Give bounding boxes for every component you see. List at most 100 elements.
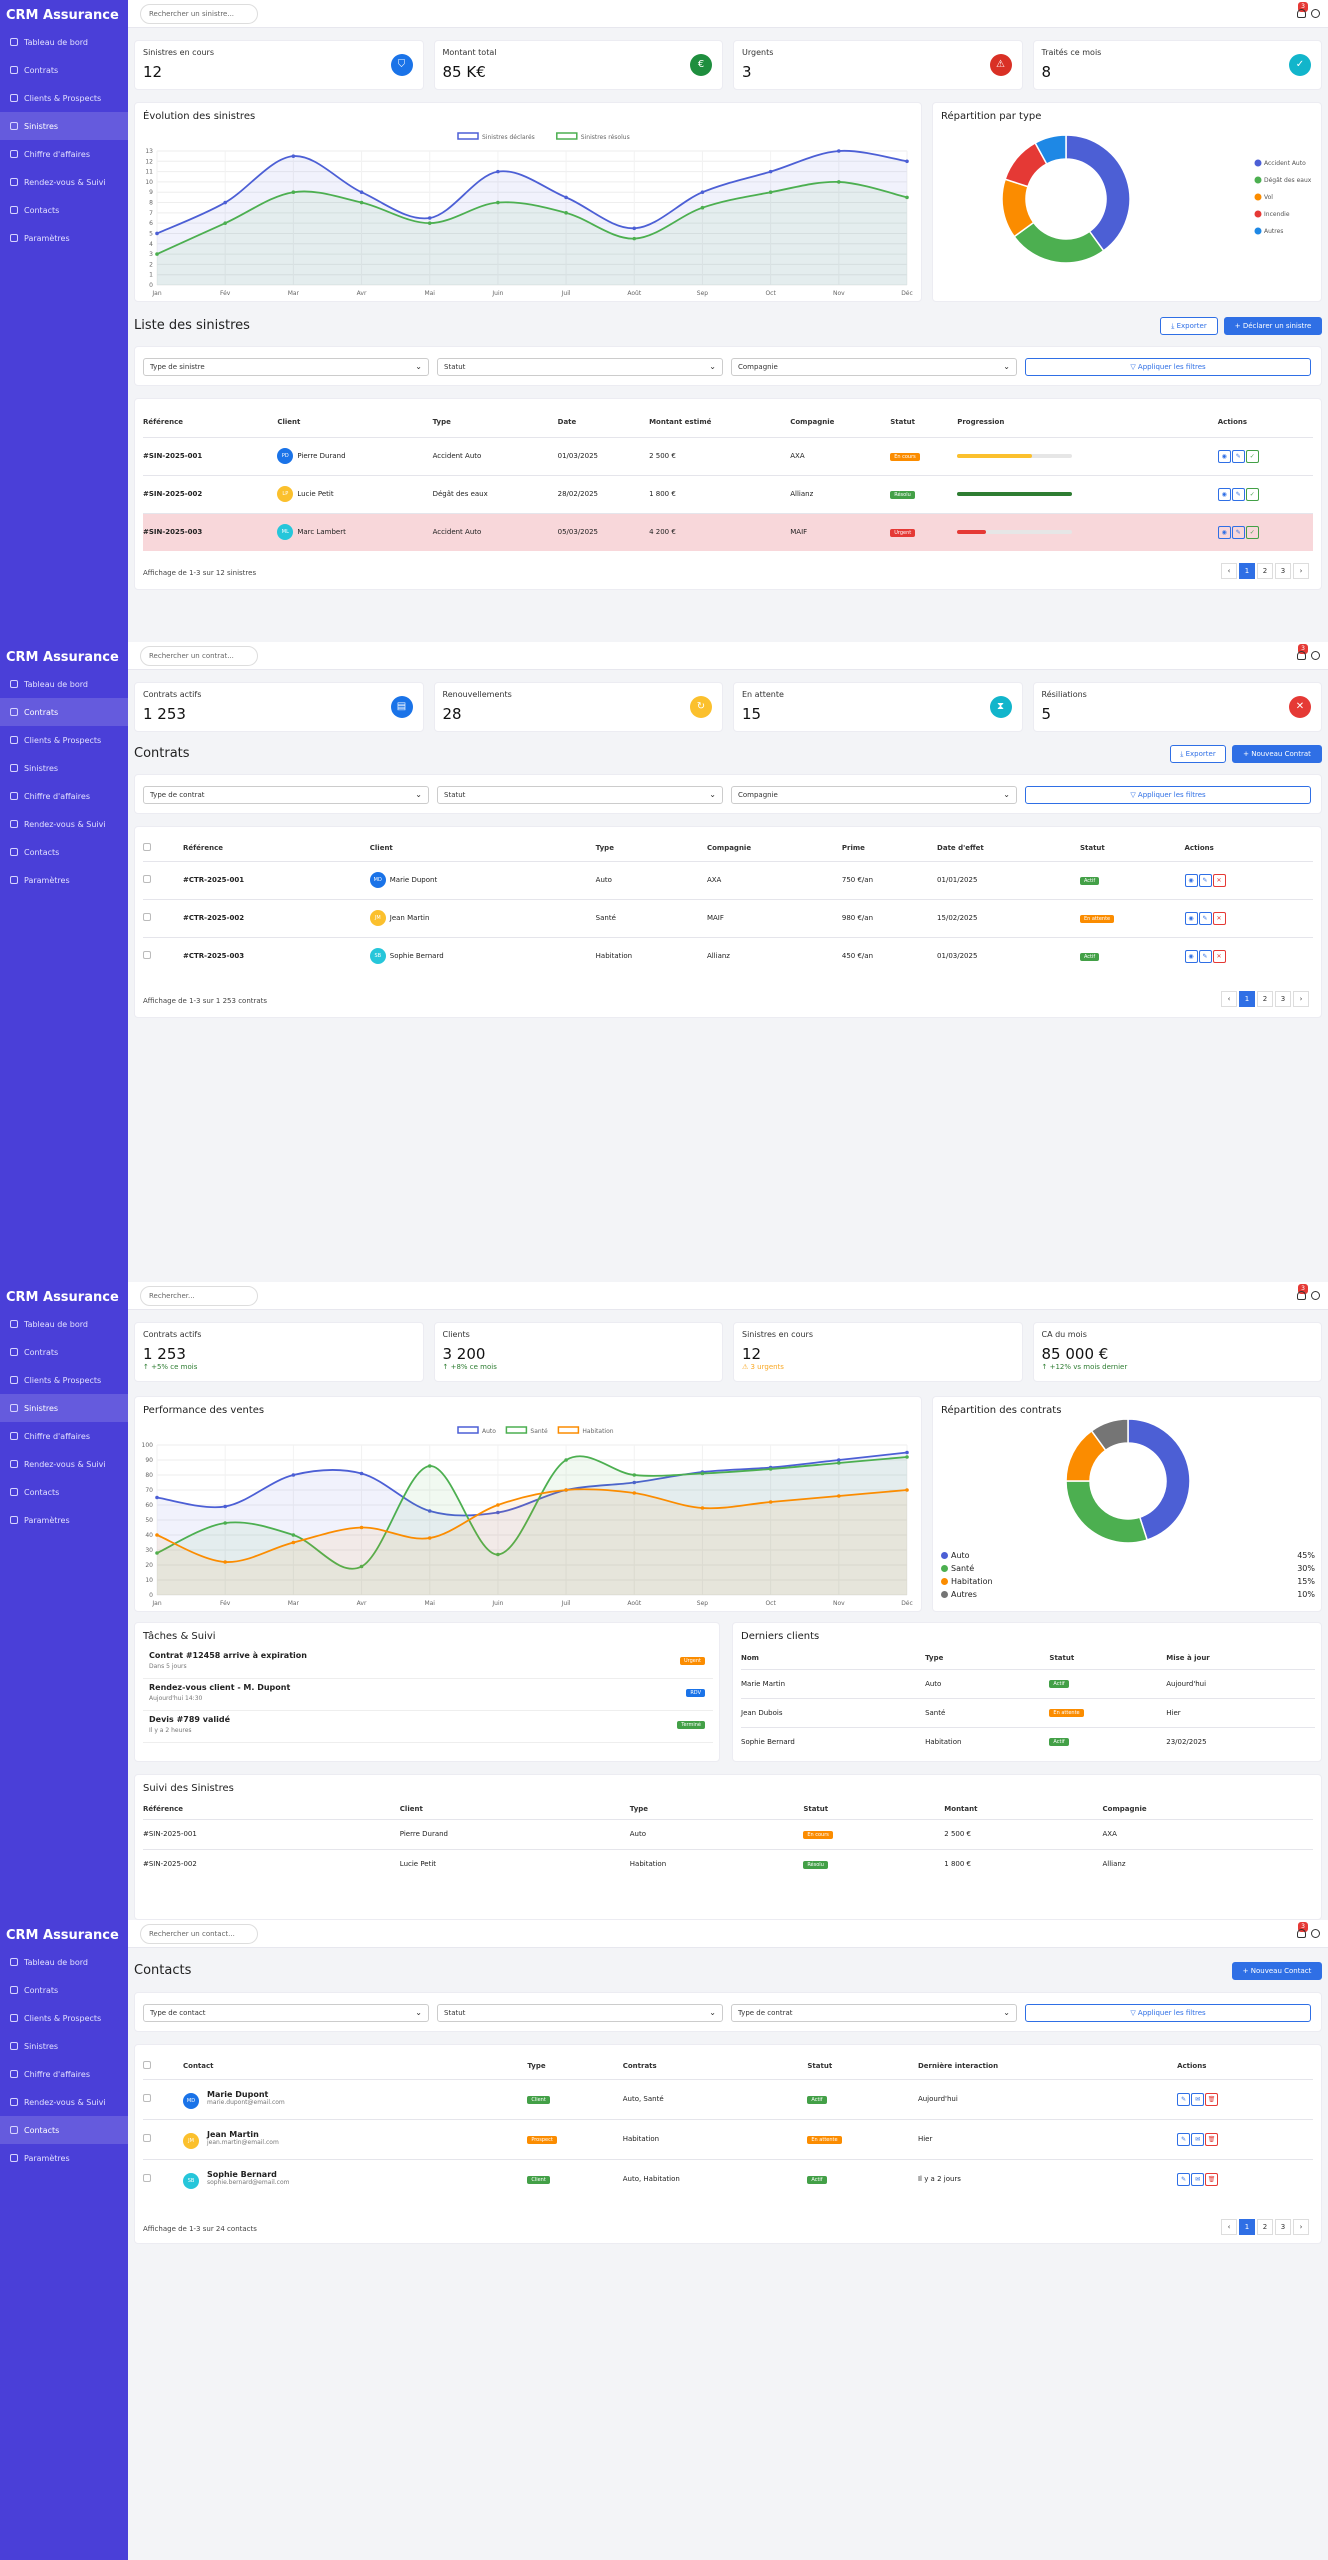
search-input[interactable]: Rechercher un contrat... (140, 646, 258, 666)
page-button[interactable]: 3 (1275, 2219, 1291, 2235)
delete-icon[interactable]: ✕ (1212, 949, 1226, 963)
search-input[interactable]: Rechercher un contact... (140, 1924, 258, 1944)
sidebar-item-clients-prospects[interactable]: Clients & Prospects (0, 726, 128, 754)
bell-icon[interactable] (1297, 651, 1306, 660)
bell-icon[interactable] (1297, 9, 1306, 18)
row-checkbox[interactable] (143, 2094, 151, 2102)
row-checkbox[interactable] (143, 2174, 151, 2183)
row-checkbox[interactable] (143, 951, 151, 960)
search-input[interactable]: Rechercher... (140, 1286, 258, 1306)
sidebar-item-sinistres[interactable]: Sinistres (0, 2032, 128, 2060)
filter-compagnie[interactable]: Compagnie ⌄ (731, 786, 1017, 804)
filter-type-de-contrat[interactable]: Type de contrat ⌄ (143, 786, 429, 804)
bell-icon[interactable] (1297, 1929, 1306, 1938)
sidebar-item-sinistres[interactable]: Sinistres (0, 1394, 128, 1422)
table-row[interactable]: #SIN-2025-001 Pierre Durand Auto En cours 2 … (143, 1819, 1313, 1849)
delete-icon[interactable]: 🗑 (1205, 2132, 1219, 2146)
page-button[interactable]: 1 (1239, 991, 1255, 1007)
row-checkbox[interactable] (143, 2134, 151, 2142)
delete-icon[interactable]: ✕ (1212, 873, 1226, 887)
sidebar-item-rendez-vous-suivi[interactable]: Rendez-vous & Suivi (0, 810, 128, 838)
apply-filters-button[interactable]: ▽ Appliquer les filtres (1025, 786, 1311, 804)
view-icon[interactable]: ◉ (1184, 911, 1198, 925)
edit-icon[interactable]: ✎ (1231, 449, 1245, 463)
filter-statut[interactable]: Statut ⌄ (437, 786, 723, 804)
apply-filters-button[interactable]: ▽ Appliquer les filtres (1025, 358, 1311, 376)
view-icon[interactable]: ◉ (1184, 873, 1198, 887)
mail-icon[interactable]: ✉ (1191, 2172, 1205, 2186)
table-row[interactable]: Sophie Bernard Habitation Actif 23/02/2025 (741, 1727, 1315, 1756)
filter-type-de-sinistre[interactable]: Type de sinistre ⌄ (143, 358, 429, 376)
page-button[interactable]: › (1293, 2219, 1309, 2235)
view-icon[interactable]: ◉ (1184, 949, 1198, 963)
page-button[interactable]: ‹ (1221, 2219, 1237, 2235)
edit-icon[interactable]: ✎ (1198, 949, 1212, 963)
table-row[interactable]: #SIN-2025-002 Lucie Petit Habitation Résolu… (143, 1849, 1313, 1879)
page-button[interactable]: › (1293, 563, 1309, 579)
table-row[interactable]: #SIN-2025-003 ML Marc Lambert Accident Auto… (143, 513, 1313, 551)
edit-icon[interactable]: ✎ (1177, 2092, 1191, 2106)
delete-icon[interactable]: ✕ (1212, 911, 1226, 925)
sidebar-item-chiffre-d-affaires[interactable]: Chiffre d'affaires (0, 2060, 128, 2088)
sidebar-item-tableau-de-bord[interactable]: Tableau de bord (0, 1948, 128, 1976)
checkbox[interactable] (143, 2060, 151, 2069)
select-all-checkbox[interactable] (143, 2053, 183, 2079)
filter-type-de-contrat[interactable]: Type de contrat ⌄ (731, 2004, 1017, 2022)
export-button[interactable]: ⤓ Exporter (1160, 317, 1218, 335)
table-row[interactable]: #SIN-2025-001 PD Pierre Durand Accident Aut… (143, 437, 1313, 475)
user-icon[interactable] (1311, 1291, 1320, 1300)
task-item[interactable]: Devis #789 validé Il y a 2 heures Terminé (143, 1711, 713, 1743)
filter-compagnie[interactable]: Compagnie ⌄ (731, 358, 1017, 376)
table-row[interactable]: SB Sophie Bernard sophie.bernard@email.com… (143, 2159, 1313, 2199)
edit-icon[interactable]: ✎ (1198, 911, 1212, 925)
page-button[interactable]: 2 (1257, 563, 1273, 579)
mail-icon[interactable]: ✉ (1191, 2132, 1205, 2146)
delete-icon[interactable]: 🗑 (1205, 2092, 1219, 2106)
check-icon[interactable]: ✓ (1245, 487, 1259, 501)
bell-icon[interactable] (1297, 1291, 1306, 1300)
edit-icon[interactable]: ✎ (1231, 525, 1245, 539)
row-checkbox[interactable] (143, 875, 151, 883)
sidebar-item-parametres[interactable]: Paramètres (0, 866, 128, 894)
page-button[interactable]: 3 (1275, 563, 1291, 579)
sidebar-item-tableau-de-bord[interactable]: Tableau de bord (0, 28, 128, 56)
sidebar-item-contrats[interactable]: Contrats (0, 698, 128, 726)
page-button[interactable]: 2 (1257, 991, 1273, 1007)
sidebar-item-contrats[interactable]: Contrats (0, 1976, 128, 2004)
sidebar-item-rendez-vous-suivi[interactable]: Rendez-vous & Suivi (0, 1450, 128, 1478)
user-icon[interactable] (1311, 651, 1320, 660)
sidebar-item-chiffre-d-affaires[interactable]: Chiffre d'affaires (0, 140, 128, 168)
table-row[interactable]: #CTR-2025-002 JM Jean Martin Santé MAIF 980 €… (143, 899, 1313, 937)
sidebar-item-sinistres[interactable]: Sinistres (0, 754, 128, 782)
sidebar-item-chiffre-d-affaires[interactable]: Chiffre d'affaires (0, 1422, 128, 1450)
table-row[interactable]: #SIN-2025-002 LP Lucie Petit Dégât des eaux… (143, 475, 1313, 513)
sidebar-item-clients-prospects[interactable]: Clients & Prospects (0, 84, 128, 112)
sidebar-item-chiffre-d-affaires[interactable]: Chiffre d'affaires (0, 782, 128, 810)
page-button[interactable]: ‹ (1221, 991, 1237, 1007)
filter-type-de-contact[interactable]: Type de contact ⌄ (143, 2004, 429, 2022)
task-item[interactable]: Contrat #12458 arrive à expiration Dans 5… (143, 1647, 713, 1679)
edit-icon[interactable]: ✎ (1177, 2172, 1191, 2186)
table-row[interactable]: #CTR-2025-003 SB Sophie Bernard Habitation A… (143, 937, 1313, 975)
user-icon[interactable] (1311, 1929, 1320, 1938)
table-row[interactable]: Jean Dubois Santé En attente Hier (741, 1698, 1315, 1727)
sidebar-item-parametres[interactable]: Paramètres (0, 224, 128, 252)
mail-icon[interactable]: ✉ (1191, 2092, 1205, 2106)
new-contact-button[interactable]: + Nouveau Contact (1232, 1962, 1322, 1980)
select-all-checkbox[interactable] (143, 835, 183, 861)
page-button[interactable]: 1 (1239, 563, 1255, 579)
table-row[interactable]: JM Jean Martin jean.martin@email.com Prospe… (143, 2119, 1313, 2159)
export-button[interactable]: ⤓ Exporter (1170, 745, 1226, 763)
sidebar-item-contrats[interactable]: Contrats (0, 56, 128, 84)
apply-filters-button[interactable]: ▽ Appliquer les filtres (1025, 2004, 1311, 2022)
task-item[interactable]: Rendez-vous client - M. Dupont Aujourd'hu… (143, 1679, 713, 1711)
view-icon[interactable]: ◉ (1217, 449, 1231, 463)
sidebar-item-contacts[interactable]: Contacts (0, 838, 128, 866)
view-icon[interactable]: ◉ (1217, 525, 1231, 539)
sidebar-item-tableau-de-bord[interactable]: Tableau de bord (0, 1310, 128, 1338)
page-button[interactable]: 3 (1275, 991, 1291, 1007)
edit-icon[interactable]: ✎ (1231, 487, 1245, 501)
declare-button[interactable]: + Déclarer un sinistre (1224, 317, 1322, 335)
table-row[interactable]: Marie Martin Auto Actif Aujourd'hui (741, 1669, 1315, 1698)
sidebar-item-contrats[interactable]: Contrats (0, 1338, 128, 1366)
